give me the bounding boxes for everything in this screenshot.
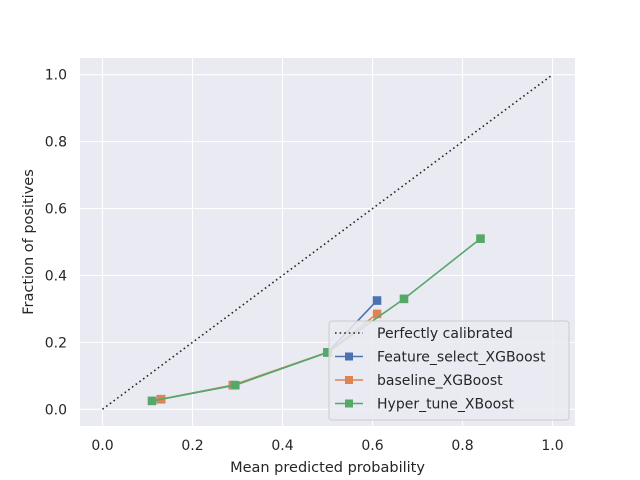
x-tick-label: 0.0 [91,438,113,454]
y-tick-label: 0.6 [45,202,67,218]
y-tick-label: 0.2 [45,335,67,351]
y-axis-label: Fraction of positives [21,169,37,315]
legend-box [328,320,570,421]
tick-labels: 0.0 0.2 0.4 0.6 0.8 1.0 0.0 0.2 0.4 0.6 0.8 1.0 [45,68,564,454]
x-tick-label: 0.4 [271,438,293,454]
y-tick-label: 0.0 [45,402,67,418]
x-axis-label: Mean predicted probability [230,460,425,476]
data-point-marker [476,234,485,243]
reference-line [102,74,553,410]
legend-marker [345,376,353,384]
legend-label: Hyper_tune_XBoost [377,397,515,413]
data-point-marker [399,294,409,304]
x-tick-label: 0.6 [361,438,383,454]
legend-label: baseline_XGBoost [377,373,503,389]
data-point-marker [147,396,157,406]
x-tick-label: 1.0 [541,438,563,454]
legend-label: Perfectly calibrated [377,326,513,342]
x-tick-label: 0.2 [181,438,203,454]
y-tick-label: 0.8 [45,135,67,151]
legend-marker [345,399,353,408]
legend-label: Feature_select_XGBoost [377,350,546,366]
data-point-marker [230,380,240,390]
data-point-marker [372,296,382,305]
legend-marker [345,352,353,361]
y-tick-label: 1.0 [45,68,67,84]
series [147,234,485,406]
y-tick-label: 0.4 [45,268,67,284]
x-tick-label: 0.8 [451,438,473,454]
grid [80,58,575,426]
legend: Perfectly calibrated Feature_select_XGBoo… [328,320,570,421]
